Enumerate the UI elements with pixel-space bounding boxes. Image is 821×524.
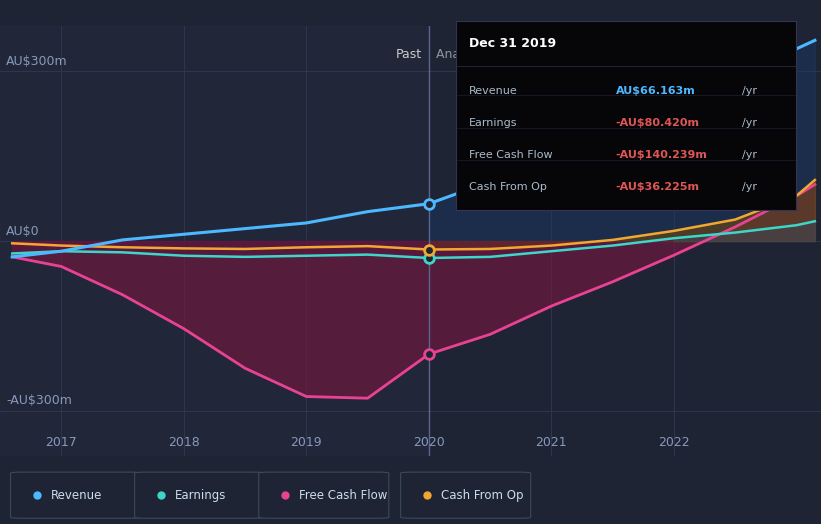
Text: 2021: 2021 [535,436,567,449]
Text: Revenue: Revenue [470,86,518,96]
FancyBboxPatch shape [135,472,264,518]
Text: Free Cash Flow: Free Cash Flow [299,489,388,501]
Text: Earnings: Earnings [470,118,518,128]
FancyBboxPatch shape [259,472,389,518]
Text: Dec 31 2019: Dec 31 2019 [470,37,557,50]
Text: AU$0: AU$0 [6,225,39,238]
Bar [0,26,429,456]
Text: 2020: 2020 [413,436,445,449]
Text: 2018: 2018 [168,436,200,449]
Text: Cash From Op: Cash From Op [470,182,547,192]
Text: AU$66.163m: AU$66.163m [616,86,695,96]
Text: 2019: 2019 [291,436,322,449]
Text: -AU$80.420m: -AU$80.420m [616,118,699,128]
Text: -AU$140.239m: -AU$140.239m [616,150,708,160]
Text: Analysts Forecasts: Analysts Forecasts [436,48,553,61]
Text: AU$300m: AU$300m [6,55,68,68]
FancyBboxPatch shape [401,472,530,518]
Text: -AU$36.225m: -AU$36.225m [616,182,699,192]
Text: 2022: 2022 [658,436,690,449]
Text: Free Cash Flow: Free Cash Flow [470,150,553,160]
Text: /yr: /yr [742,86,757,96]
Text: Cash From Op: Cash From Op [441,489,523,501]
Text: /yr: /yr [742,118,757,128]
FancyBboxPatch shape [11,472,140,518]
Text: -AU$300m: -AU$300m [6,394,72,407]
Text: Earnings: Earnings [175,489,227,501]
Text: Past: Past [396,48,421,61]
Text: 2017: 2017 [45,436,77,449]
Text: /yr: /yr [742,150,757,160]
Text: Revenue: Revenue [51,489,102,501]
Text: /yr: /yr [742,182,757,192]
